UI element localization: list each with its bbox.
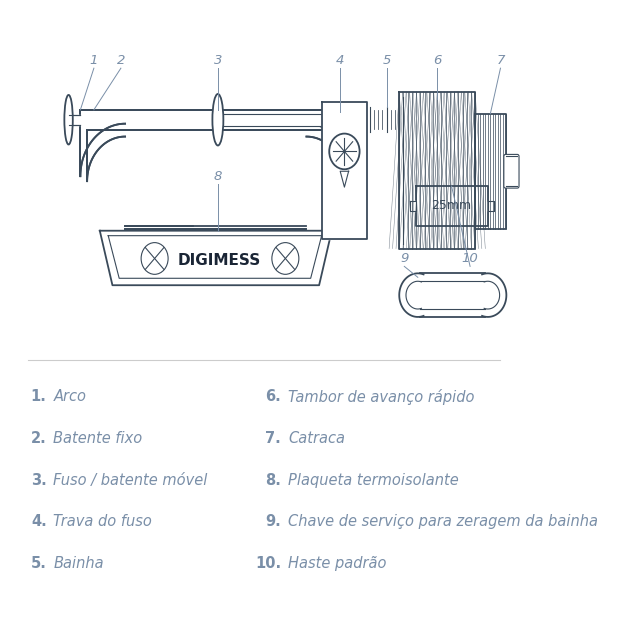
Text: DIGIMESS: DIGIMESS: [178, 253, 261, 268]
Polygon shape: [322, 102, 367, 239]
Polygon shape: [416, 186, 488, 226]
Text: Chave de serviço para zeragem da bainha: Chave de serviço para zeragem da bainha: [288, 514, 598, 529]
Polygon shape: [81, 110, 351, 229]
Ellipse shape: [213, 94, 223, 146]
Circle shape: [272, 242, 299, 274]
Text: 7: 7: [496, 54, 505, 67]
Text: 5.: 5.: [31, 556, 46, 571]
Text: 8.: 8.: [265, 472, 281, 487]
Text: 9: 9: [400, 252, 409, 265]
Text: 10.: 10.: [255, 556, 281, 571]
Polygon shape: [410, 201, 416, 211]
Polygon shape: [488, 201, 494, 211]
Text: 1: 1: [90, 54, 98, 67]
Polygon shape: [399, 92, 475, 249]
Text: 1.: 1.: [31, 389, 46, 404]
Circle shape: [141, 242, 168, 274]
Polygon shape: [340, 171, 348, 187]
Text: 5: 5: [383, 54, 391, 67]
Polygon shape: [420, 273, 485, 317]
Text: 10: 10: [462, 252, 479, 265]
Text: 2: 2: [117, 54, 125, 67]
Text: 6.: 6.: [265, 389, 281, 404]
Text: 4: 4: [336, 54, 344, 67]
Text: 2.: 2.: [31, 431, 46, 446]
Text: Bainha: Bainha: [53, 556, 104, 571]
Text: 8: 8: [214, 170, 222, 183]
Polygon shape: [100, 231, 332, 285]
FancyBboxPatch shape: [504, 154, 519, 188]
Ellipse shape: [64, 95, 73, 144]
Text: Batente fixo: Batente fixo: [53, 431, 143, 446]
Text: 3: 3: [214, 54, 222, 67]
Text: Trava do fuso: Trava do fuso: [53, 514, 153, 529]
Text: Arco: Arco: [53, 389, 86, 404]
Text: 25mm: 25mm: [432, 200, 472, 213]
Text: Haste padrão: Haste padrão: [288, 556, 386, 571]
Text: Fuso / batente móvel: Fuso / batente móvel: [53, 472, 208, 487]
Polygon shape: [223, 114, 323, 126]
Polygon shape: [69, 115, 81, 125]
Text: 6: 6: [433, 54, 441, 67]
Circle shape: [329, 133, 360, 169]
Text: Catraca: Catraca: [288, 431, 345, 446]
Text: 7.: 7.: [265, 431, 281, 446]
Polygon shape: [475, 114, 505, 229]
Text: 9.: 9.: [265, 514, 281, 529]
Text: Tambor de avanço rápido: Tambor de avanço rápido: [288, 389, 474, 405]
Text: 4.: 4.: [31, 514, 46, 529]
Text: Plaqueta termoisolante: Plaqueta termoisolante: [288, 472, 459, 487]
Text: 3.: 3.: [31, 472, 46, 487]
